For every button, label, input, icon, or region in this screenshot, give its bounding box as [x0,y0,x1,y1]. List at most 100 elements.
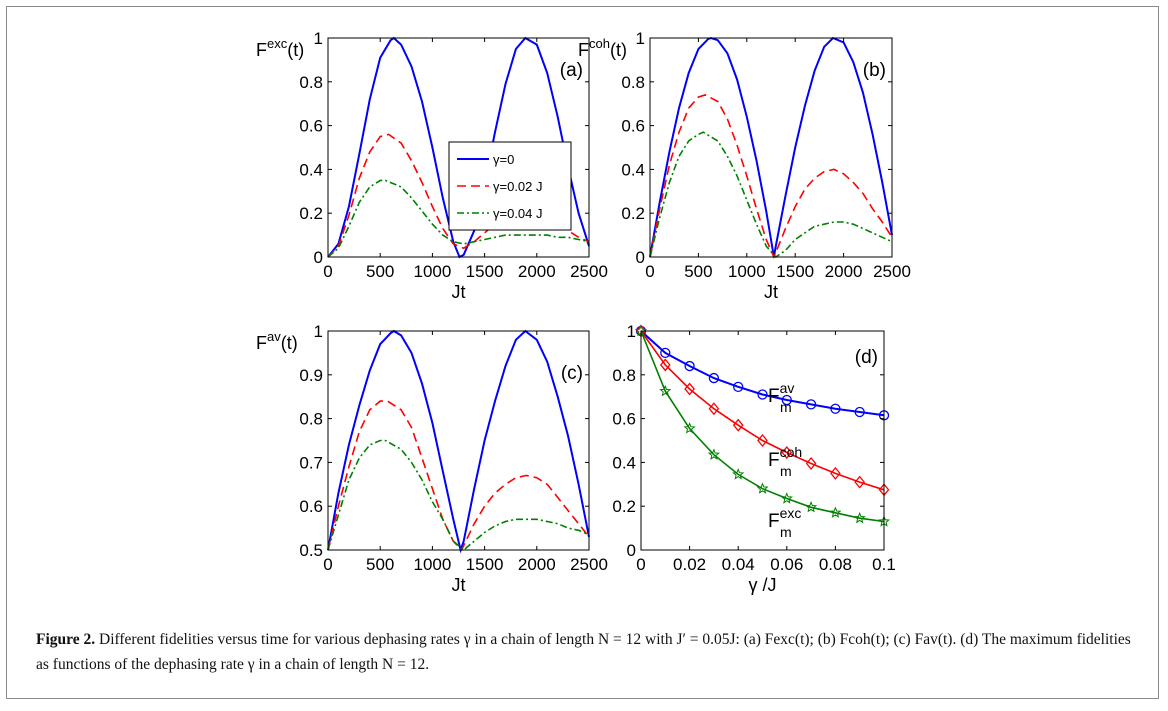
x-axis-label: γ /J [748,575,776,595]
series-line [640,330,885,417]
y-tick-label: 1 [314,29,323,48]
x-tick-label: 0.02 [673,555,706,574]
data-point [805,399,817,410]
series-line [327,439,590,552]
series-label: Fcoh m [768,444,802,479]
data-point [830,466,841,480]
x-tick-label: 0 [323,262,332,281]
x-tick-label: 0.08 [819,555,852,574]
y-tick-label: 0.7 [299,453,323,472]
data-point [853,511,866,524]
data-point [830,403,841,414]
data-point [781,446,793,460]
data-point [732,418,744,432]
y-tick-label: 0.8 [299,73,323,92]
series-line [327,179,590,258]
legend-label: γ=0 [493,152,514,167]
data-point [708,402,720,416]
panel-label: (d) [855,347,878,368]
panel-label: (b) [863,60,886,81]
data-point [683,422,696,434]
x-tick-label: 1000 [728,262,766,281]
y-tick-label: 0 [314,248,323,267]
figure-caption: Figure 2. Different fidelities versus ti… [36,627,1136,677]
y-tick-label: 0 [636,248,645,267]
series-line [327,36,590,259]
data-point [660,347,671,359]
y-tick-label: 1 [627,322,636,341]
x-tick-label: 1000 [413,555,451,574]
data-point [829,506,842,518]
x-tick-label: 1500 [466,262,504,281]
caption-text: Different fidelities versus time for var… [36,631,1131,673]
y-tick-label: 0.8 [621,73,645,92]
data-point [659,384,672,397]
data-point [780,492,793,504]
x-tick-label: 2000 [518,555,556,574]
y-tick-label: 1 [636,29,645,48]
y-tick-label: 0.4 [299,160,323,179]
x-tick-label: 0 [645,262,654,281]
legend-label: γ=0.04 J [493,206,543,221]
y-axis-label: Fcoh(t) [578,36,627,60]
y-tick-label: 0 [627,541,636,560]
y-tick-label: 0.9 [299,366,323,385]
y-tick-label: 0.5 [299,541,323,560]
plot-frame [327,330,590,551]
y-tick-label: 0.6 [299,497,323,516]
plot-frame [640,330,885,551]
x-tick-label: 0 [323,555,332,574]
figure-plots: 0 500 1000 1500 2000 250000.20.40.60.81JtFexc… [256,29,911,595]
plot-frame [649,37,893,258]
data-point [733,381,744,392]
y-tick-label: 0.2 [612,497,636,516]
series-line [649,36,893,258]
x-tick-label: 2500 [570,555,608,574]
panel-label: (c) [561,363,583,384]
x-tick-label: 1000 [413,262,451,281]
plot-frame [327,37,590,258]
data-point [732,468,745,480]
y-tick-label: 0.6 [612,410,636,429]
panel-label: (a) [560,60,583,81]
x-tick-label: 2500 [873,262,911,281]
x-tick-label: 0.06 [770,555,803,574]
x-tick-label: 2000 [518,262,556,281]
data-point [854,475,866,489]
x-axis-label: Jt [764,282,778,302]
series-label: Fexc m [768,505,801,540]
data-point [707,448,721,460]
y-axis-label: Fav(t) [256,329,298,353]
x-axis-label: Jt [451,282,465,302]
data-point [708,372,720,384]
y-axis-label: Fexc(t) [256,36,304,60]
panel-a: 0 500 1000 1500 2000 2500 0 0.2 0.4 0.6 0.8 1 Jt Fexc… [256,29,608,302]
caption-label: Figure 2. [36,631,96,648]
panel-c: 0 500 1000 1500 2000 2500 0.5 0.6 0.7 0.8 0.9 1 Jt Fa… [256,322,608,595]
x-tick-label: 2500 [570,262,608,281]
y-tick-label: 0.4 [612,453,636,472]
y-tick-label: 0.6 [621,117,645,136]
y-tick-label: 0.8 [612,366,636,385]
x-tick-label: 0.1 [872,555,896,574]
x-axis-label: Jt [451,575,465,595]
y-tick-label: 0.6 [299,117,323,136]
panel-b: 0 500 1000 1500 2000 2500 0 0.2 0.4 0.6 0.8 1 Jt Fcoh… [578,29,911,302]
legend-label: γ=0.02 J [493,179,543,194]
data-point [781,394,792,406]
series-line [327,400,590,552]
series-line [640,330,885,491]
series-line [640,330,885,523]
data-point [684,360,695,372]
legend-box [448,141,572,231]
x-tick-label: 1500 [776,262,814,281]
data-point [757,389,768,400]
data-point [757,433,768,448]
y-tick-label: 0.4 [621,160,645,179]
data-point [684,382,695,396]
y-tick-label: 0.2 [299,204,323,223]
series-label: Fav m [768,380,794,415]
data-point [805,456,817,471]
x-tick-label: 1500 [466,555,504,574]
y-tick-label: 0.2 [621,204,645,223]
